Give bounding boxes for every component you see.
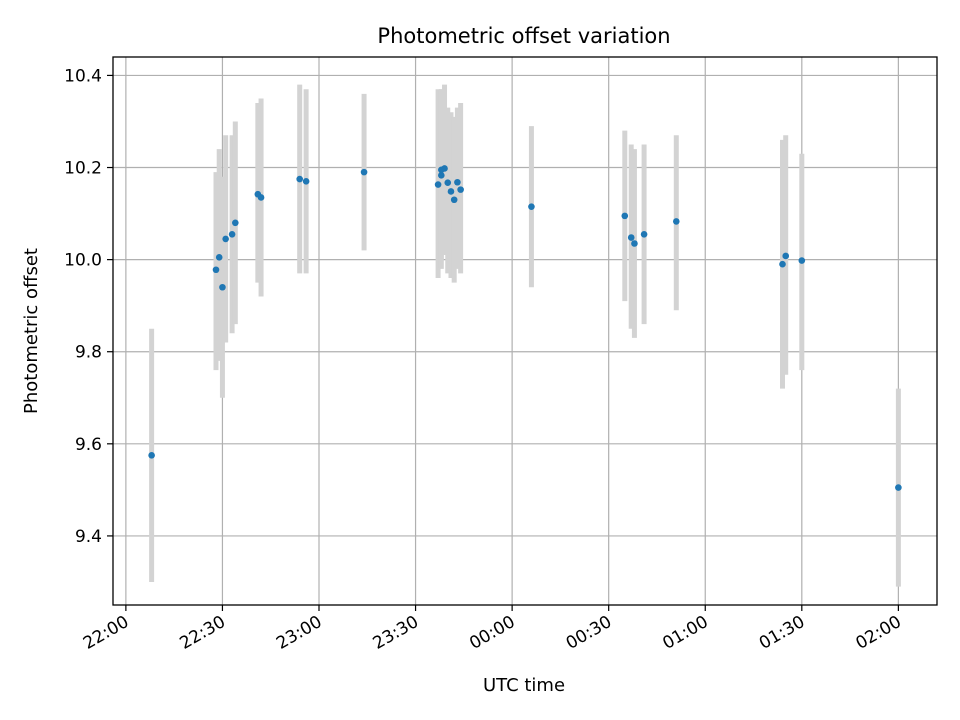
y-tick-label: 9.4 [75, 527, 102, 547]
data-point [779, 260, 786, 268]
data-point [212, 266, 220, 274]
y-tick-label: 10.2 [64, 159, 102, 179]
y-axis: 9.4 9.6 9.8 10.0 10.2 10.4 [64, 66, 113, 547]
data-points [148, 165, 902, 491]
data-point [219, 283, 226, 291]
data-point [232, 219, 239, 227]
x-axis-label: UTC time [483, 675, 565, 696]
data-point [148, 452, 155, 459]
data-point [627, 234, 635, 241]
data-point [257, 194, 265, 201]
y-tick-label: 10.0 [64, 251, 102, 271]
data-point [360, 168, 368, 176]
data-point [631, 240, 638, 247]
data-point [215, 254, 223, 261]
y-tick-label: 9.8 [75, 343, 102, 363]
data-point [296, 175, 303, 183]
data-point [450, 196, 458, 204]
data-point [621, 212, 629, 220]
y-tick-label: 10.4 [64, 66, 102, 86]
data-point [798, 257, 806, 264]
data-point [222, 235, 229, 243]
y-axis-label: Photometric offset [21, 248, 42, 414]
data-point [228, 230, 236, 238]
data-point [782, 252, 790, 260]
plot-frame [112, 56, 938, 606]
data-point [672, 218, 680, 225]
chart-title: Photometric offset variation [377, 24, 670, 48]
data-point [438, 172, 445, 179]
data-point [444, 179, 452, 187]
data-point [434, 181, 442, 188]
data-point [640, 230, 648, 238]
data-point [447, 188, 455, 195]
data-point [895, 484, 902, 491]
data-point [457, 186, 464, 193]
data-point [302, 178, 310, 185]
data-point [454, 178, 461, 186]
data-point [528, 203, 535, 210]
data-point [441, 165, 448, 172]
y-tick-label: 9.6 [75, 435, 102, 455]
